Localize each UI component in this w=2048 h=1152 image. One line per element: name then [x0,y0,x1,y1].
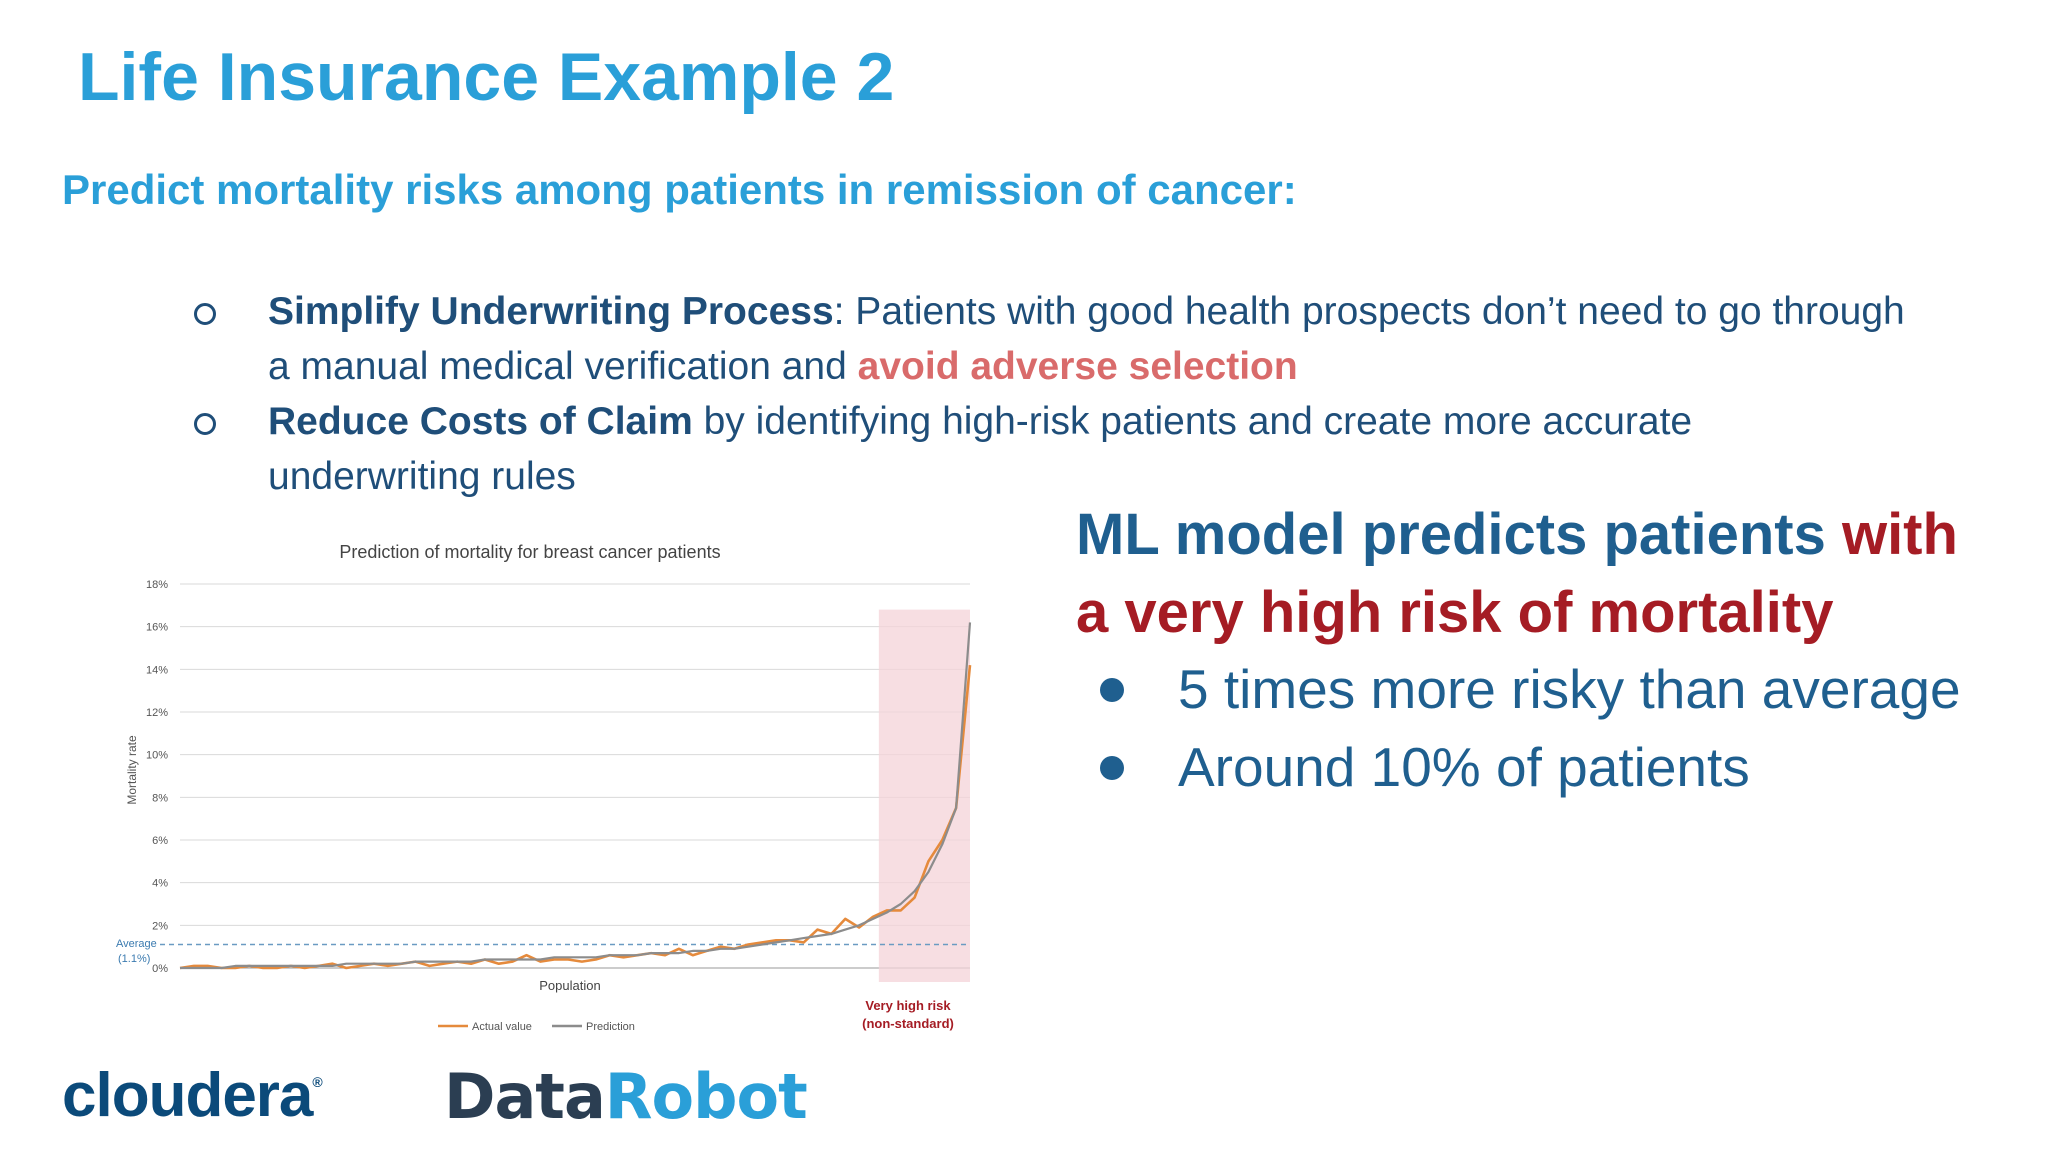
y-tick-label: 18% [146,579,168,591]
y-tick-label: 0% [152,963,168,975]
legend-prediction-label: Prediction [586,1021,635,1033]
average-label: Average [116,938,157,950]
y-tick-label: 12% [146,707,168,719]
bullet-text: by identifying high-risk patients and cr… [268,400,1693,498]
y-tick-label: 2% [152,920,168,932]
callout-item-text: Around 10% of patients [1178,736,1750,798]
y-axis-label: Mortality rate [125,735,139,805]
bullet-item: Simplify Underwriting Process: Patients … [190,284,1910,394]
x-axis-label: Population [539,978,600,993]
filled-circle-bullet-icon [1100,756,1124,780]
slide-title: Life Insurance Example 2 [78,39,895,115]
callout-item: Around 10% of patients [1090,728,1990,806]
actual-value-line [179,664,972,970]
filled-circle-bullet-icon [1100,678,1124,702]
mortality-chart: 0% 2% 4% 6% 8% 10% 12% 14% 16% 18% Prediction of … [110,530,990,1050]
callout-heading-blue: ML model predicts patients [1076,502,1842,567]
y-tick-label: 6% [152,835,168,847]
datarobot-logo-text-b: Robot [604,1060,808,1133]
hollow-circle-bullet-icon [194,413,216,435]
slide-subtitle: Predict mortality risks among patients i… [62,166,1297,213]
callout-item-text: 5 times more risky than average [1178,658,1961,720]
chart-title: Prediction of mortality for breast cance… [339,542,720,562]
chart-legend: Actual value Prediction [438,1021,635,1033]
very-high-risk-region [878,609,970,982]
very-high-risk-label: Very high risk [865,998,951,1013]
hollow-circle-bullet-icon [194,303,216,325]
y-tick-label: 4% [152,878,168,890]
callout-heading: ML model predicts patients with a very h… [1076,496,1976,652]
prediction-line [180,622,972,970]
cloudera-logo: cloudera® [62,1061,323,1130]
average-value-label: (1.1%) [118,953,150,965]
datarobot-logo-text-a: Data [444,1060,606,1133]
callout-item: 5 times more risky than average [1090,650,1990,728]
y-tick-label: 16% [146,622,168,634]
bullet-text: : Patients with good health prospects do… [268,290,1905,388]
datarobot-logo: DataRobot [444,1060,808,1133]
legend-actual-label: Actual value [472,1021,532,1033]
bullet-bold-text: Reduce Costs of Claim [268,400,693,443]
y-tick-label: 10% [146,750,168,762]
y-tick-label: 8% [152,792,168,804]
callout-list: 5 times more risky than average Around 1… [1090,650,1990,806]
mortality-chart-svg: 0% 2% 4% 6% 8% 10% 12% 14% 16% 18% Prediction of … [116,542,972,1033]
y-tick-label: 14% [146,664,168,676]
cloudera-logo-text: cloudera [62,1061,313,1130]
bullet-highlight-text: avoid adverse selection [857,345,1298,388]
non-standard-label: (non-standard) [862,1016,954,1031]
bullet-bold-text: Simplify Underwriting Process [268,290,834,333]
bullet-list: Simplify Underwriting Process: Patients … [190,284,1910,504]
callout-heading-red: with a very high risk of mortality [1076,502,1958,645]
bullet-item: Reduce Costs of Claim by identifying hig… [190,394,1910,504]
